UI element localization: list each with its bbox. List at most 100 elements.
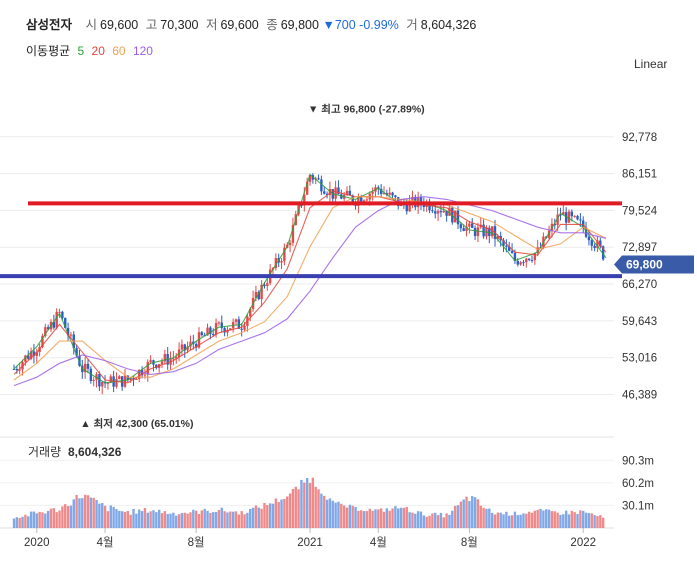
volume-bar: [155, 512, 158, 528]
volume-bar: [394, 506, 397, 528]
candle-body: [530, 260, 534, 262]
volume-bar: [243, 514, 246, 528]
volume-bar: [177, 514, 181, 528]
price-tick-label: 72,897: [622, 242, 657, 254]
volume-bar: [234, 511, 238, 528]
candle-body: [98, 374, 101, 387]
candle-body: [305, 181, 309, 195]
volume-bar: [160, 513, 164, 528]
volume-bar: [286, 496, 289, 528]
volume-bar: [411, 512, 414, 528]
volume-bar: [115, 509, 118, 528]
candle-body: [106, 382, 110, 384]
volume-bar: [448, 514, 451, 528]
candle-body: [12, 368, 16, 370]
volume-bar: [212, 512, 215, 528]
candle-body: [405, 204, 408, 212]
volume-bar: [140, 511, 144, 528]
volume-bar: [439, 512, 443, 528]
volume-bar: [300, 479, 303, 528]
volume-bar: [601, 517, 605, 528]
volume-bar: [351, 505, 354, 528]
candle-body: [320, 179, 323, 192]
candle-body: [89, 368, 93, 381]
volume-bar: [146, 512, 149, 528]
volume-bar: [69, 505, 73, 528]
volume-bar: [496, 512, 500, 528]
volume-bar: [525, 513, 528, 528]
open-label: 시: [85, 18, 98, 32]
volume-bar: [274, 498, 278, 528]
candle-body: [135, 378, 138, 380]
ma-5-label[interactable]: 5: [77, 44, 85, 58]
candle-body: [601, 246, 605, 260]
volume-bar: [456, 505, 460, 528]
ma-120-label[interactable]: 120: [132, 44, 153, 58]
candle-body: [138, 369, 141, 379]
candle-body: [556, 214, 559, 226]
scale-toggle-button[interactable]: Linear: [634, 57, 668, 71]
candle-body: [434, 211, 437, 214]
volume-bar: [21, 516, 24, 528]
candle-body: [126, 375, 130, 381]
candle-body: [584, 227, 588, 237]
volume-bar: [493, 514, 497, 528]
volume-bar: [257, 507, 260, 528]
volume-bar: [385, 508, 389, 528]
volume-bar: [240, 511, 243, 528]
candle-body: [115, 379, 118, 387]
candle-body: [243, 326, 246, 330]
candle-body: [55, 311, 58, 328]
volume-bar: [334, 502, 337, 528]
volume-bar: [271, 503, 275, 528]
volume-axis: 90.3m 60.2m 30.1m: [622, 455, 654, 512]
volume-bar: [75, 494, 78, 528]
volume-bar: [283, 498, 286, 528]
candle-body: [129, 378, 132, 381]
volume-bar: [303, 482, 306, 528]
candle-body: [496, 235, 500, 239]
volume-bar: [126, 510, 130, 528]
time-tick-label: 8월: [188, 536, 205, 549]
volume-bar: [471, 496, 474, 528]
candle-body: [163, 353, 167, 362]
candle-body: [209, 327, 212, 335]
volume-bar: [374, 509, 377, 528]
volume-bar: [268, 503, 272, 528]
candle-body: [439, 211, 443, 213]
volume-bar: [382, 511, 386, 528]
ma-20-label[interactable]: 20: [91, 44, 105, 58]
candle-body: [502, 240, 505, 246]
volume-bar: [570, 510, 574, 528]
volume-bar: [24, 514, 27, 528]
volume-bar: [428, 515, 431, 528]
candle-body: [101, 381, 104, 387]
candle-body: [365, 199, 369, 201]
candle-body: [522, 262, 525, 264]
candle-body: [257, 291, 260, 300]
candle-body: [44, 327, 47, 336]
volume-bar: [203, 508, 206, 528]
volume-bar: [305, 478, 309, 528]
volume-bar: [547, 509, 551, 528]
volume-bar: [436, 515, 440, 528]
volume-bar: [246, 512, 249, 528]
price-tick-label: 66,270: [622, 279, 657, 291]
volume-bar: [277, 501, 280, 528]
candle-body: [337, 187, 340, 195]
volume-bar: [462, 499, 465, 528]
candle-body: [348, 190, 352, 196]
volume-bar: [539, 508, 542, 528]
candle-body: [533, 253, 537, 261]
volume-bar: [397, 508, 400, 528]
ma-60-label[interactable]: 60: [112, 44, 126, 58]
candle-body: [408, 201, 411, 212]
candle-body: [419, 197, 423, 204]
price-tick-label: 59,643: [622, 316, 657, 328]
candle-body: [120, 376, 124, 387]
candle-body: [465, 226, 468, 232]
candle-body: [229, 328, 232, 330]
candle-body: [505, 245, 508, 247]
volume-bar: [587, 513, 591, 528]
